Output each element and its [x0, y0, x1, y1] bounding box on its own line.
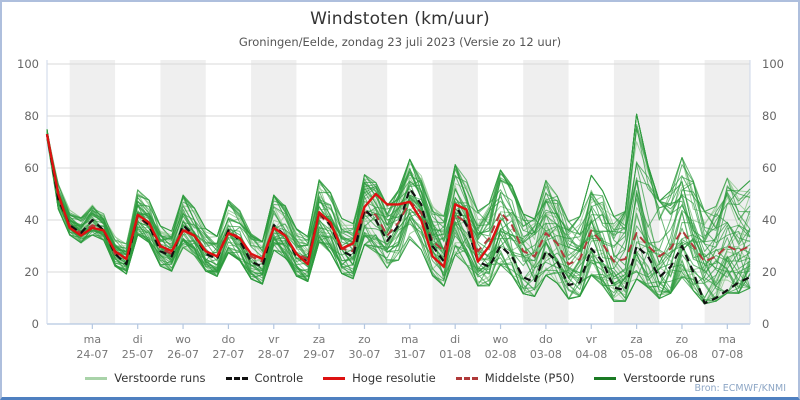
ensemble-member-line: [46, 131, 751, 286]
x-axis-date-label: 04-08: [575, 348, 607, 361]
legend-swatch-solid-line: [323, 376, 346, 380]
x-axis-day-label: zo: [676, 333, 689, 346]
chart-title: Windstoten (km/uur): [310, 9, 490, 29]
high-resolution-line: [45, 133, 502, 268]
x-axis-date-label: 27-07: [212, 348, 244, 361]
x-axis-date-label: 31-07: [394, 348, 426, 361]
y-axis-label-right: 80: [762, 109, 777, 123]
legend-label: Verstoorde runs: [623, 371, 715, 385]
x-axis-day-label: di: [133, 333, 143, 346]
x-axis-day-label: ma: [401, 333, 418, 346]
x-axis-day-label: wo: [493, 333, 509, 346]
x-axis-date-label: 30-07: [348, 348, 380, 361]
x-axis-day-label: do: [539, 333, 553, 346]
legend-label: Hoge resolutie: [352, 371, 436, 385]
x-axis-day-label: vr: [586, 333, 598, 346]
ensemble-member-line: [46, 135, 751, 302]
ensemble-member-line: [46, 132, 751, 290]
legend-item: Controle: [225, 371, 304, 385]
x-axis-day-label: vr: [268, 333, 280, 346]
y-axis-label-left: 80: [24, 109, 39, 123]
day-band: [523, 60, 569, 324]
control-run-line: [45, 134, 751, 305]
y-axis-label-right: 60: [762, 161, 777, 175]
x-axis-date-label: 07-08: [711, 348, 743, 361]
legend-swatch-solid-line: [85, 376, 108, 380]
day-band: [160, 60, 206, 324]
x-axis-day-label: zo: [358, 333, 371, 346]
legend-swatch-dashed-line: [225, 376, 248, 380]
legend-swatch-solid-line: [594, 376, 617, 380]
legend-item: Verstoorde runs: [594, 371, 715, 385]
x-axis-date-label: 02-08: [485, 348, 517, 361]
y-axis-label-left: 60: [24, 161, 39, 175]
x-axis-day-label: do: [222, 333, 236, 346]
day-band: [69, 60, 116, 324]
legend-label: Verstoorde runs: [114, 371, 206, 385]
y-axis-label-right: 100: [762, 57, 784, 71]
x-axis-date-label: 05-08: [621, 348, 653, 361]
x-axis-day-label: wo: [175, 333, 191, 346]
x-axis-date-label: 06-08: [666, 348, 698, 361]
x-axis-day-label: ma: [84, 333, 101, 346]
ensemble-member-line: [46, 132, 751, 294]
y-axis-label-right: 40: [762, 213, 777, 227]
legend-item: Middelste (P50): [455, 371, 575, 385]
x-axis-day-label: za: [313, 333, 326, 346]
ensemble-member-line: [46, 135, 751, 289]
x-axis-date-label: 28-07: [258, 348, 290, 361]
chart-legend: Verstoorde runs Controle Hoge resolutie Mid…: [2, 371, 798, 385]
y-axis-label-right: 0: [762, 317, 769, 331]
x-axis-date-label: 26-07: [167, 348, 199, 361]
legend-item: Verstoorde runs: [85, 371, 206, 385]
y-axis-label-left: 100: [17, 57, 39, 71]
x-axis-day-label: di: [450, 333, 460, 346]
x-axis-date-label: 24-07: [76, 348, 108, 361]
legend-label: Middelste (P50): [484, 371, 575, 385]
p50-median-line: [46, 134, 751, 266]
legend-swatch-dashed-line: [455, 376, 478, 380]
y-axis-label-left: 20: [24, 265, 39, 279]
legend-item: Hoge resolutie: [323, 371, 436, 385]
x-axis-date-label: 03-08: [530, 348, 562, 361]
x-axis-day-label: ma: [719, 333, 736, 346]
ensemble-member-line: [46, 130, 751, 300]
x-axis-date-label: 29-07: [303, 348, 335, 361]
day-band: [251, 60, 297, 324]
y-axis-label-left: 40: [24, 213, 39, 227]
ensemble-member-line: [46, 123, 751, 282]
y-axis-label-left: 0: [32, 317, 39, 331]
y-axis-label-right: 20: [762, 265, 777, 279]
x-axis-date-label: 01-08: [439, 348, 471, 361]
source-attribution: Bron: ECMWF/KNMI: [694, 383, 787, 394]
x-axis-date-label: 25-07: [122, 348, 154, 361]
legend-label: Controle: [254, 371, 304, 385]
x-axis-day-label: za: [630, 333, 643, 346]
chart-subtitle: Groningen/Eelde, zondag 23 juli 2023 (Ve…: [238, 35, 562, 49]
